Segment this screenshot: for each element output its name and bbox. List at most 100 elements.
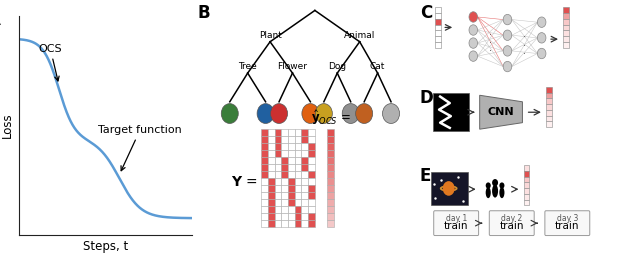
Circle shape [271,104,287,123]
Bar [295,157,301,164]
Bar [524,177,529,182]
Bar [288,192,294,199]
Bar [261,150,268,157]
Bar [546,121,552,127]
Bar [295,129,301,136]
FancyBboxPatch shape [545,211,590,235]
Bar [308,143,315,150]
Bar [288,206,294,213]
Bar [435,36,441,42]
Bar [261,157,268,164]
Text: Dog: Dog [328,62,346,71]
Bar [275,178,282,185]
Bar [327,136,334,143]
Bar [288,220,294,227]
Bar [268,206,275,213]
Ellipse shape [486,187,491,198]
Bar [327,164,334,171]
Circle shape [342,104,359,123]
Bar [275,192,282,199]
Text: Plant: Plant [259,31,282,40]
Bar [524,200,529,205]
Circle shape [503,61,512,72]
Circle shape [492,179,498,186]
Bar [327,206,334,213]
Bar [524,165,529,171]
Bar [268,178,275,185]
Bar [301,199,308,206]
Bar [275,157,282,164]
Bar [295,185,301,192]
Text: ·
·
·: · · · [489,30,492,56]
Bar [308,213,315,220]
Bar [563,19,569,25]
Bar [268,129,275,136]
Bar [546,98,552,104]
Text: train: train [499,221,524,231]
Bar [282,143,288,150]
Bar [295,171,301,178]
Bar [268,171,275,178]
Bar [275,143,282,150]
Text: Cat: Cat [370,62,385,71]
Bar [327,150,334,157]
Bar [435,42,441,48]
Circle shape [503,46,512,56]
Circle shape [469,12,477,22]
Circle shape [503,14,512,25]
Circle shape [486,182,491,189]
Bar [563,25,569,30]
Bar [563,30,569,36]
FancyBboxPatch shape [434,211,479,235]
Bar [301,192,308,199]
Bar [261,164,268,171]
Bar [288,164,294,171]
Text: Tree: Tree [238,62,257,71]
Bar [295,213,301,220]
Bar [546,116,552,121]
Bar [275,164,282,171]
Bar [275,199,282,206]
Bar [524,171,529,177]
Circle shape [538,48,546,59]
Circle shape [356,104,372,123]
Bar [524,188,529,194]
Circle shape [257,104,274,123]
Bar [261,185,268,192]
Bar [327,129,334,136]
Circle shape [469,38,477,48]
Bar [282,178,288,185]
Bar [268,143,275,150]
Bar [288,178,294,185]
Bar [327,213,334,220]
Bar [295,192,301,199]
Bar [308,185,315,192]
Text: OCS: OCS [38,44,62,81]
Text: D: D [420,89,433,107]
Bar [268,199,275,206]
Bar [546,93,552,98]
Bar [327,157,334,164]
Bar [308,206,315,213]
Bar [308,157,315,164]
Bar [301,164,308,171]
Bar [308,220,315,227]
Bar [261,192,268,199]
Bar [275,213,282,220]
Bar [308,129,315,136]
Bar [308,199,315,206]
Bar [268,220,275,227]
Text: ·
·
·: · · · [523,32,526,59]
Text: day 3: day 3 [557,214,578,223]
Bar [295,164,301,171]
Text: A: A [0,11,1,29]
Bar [288,129,294,136]
Text: B: B [197,4,210,22]
Circle shape [302,104,319,123]
Bar [301,157,308,164]
Bar [546,87,552,93]
Bar [435,7,441,13]
Bar [435,13,441,19]
Bar [282,150,288,157]
Bar [261,213,268,220]
